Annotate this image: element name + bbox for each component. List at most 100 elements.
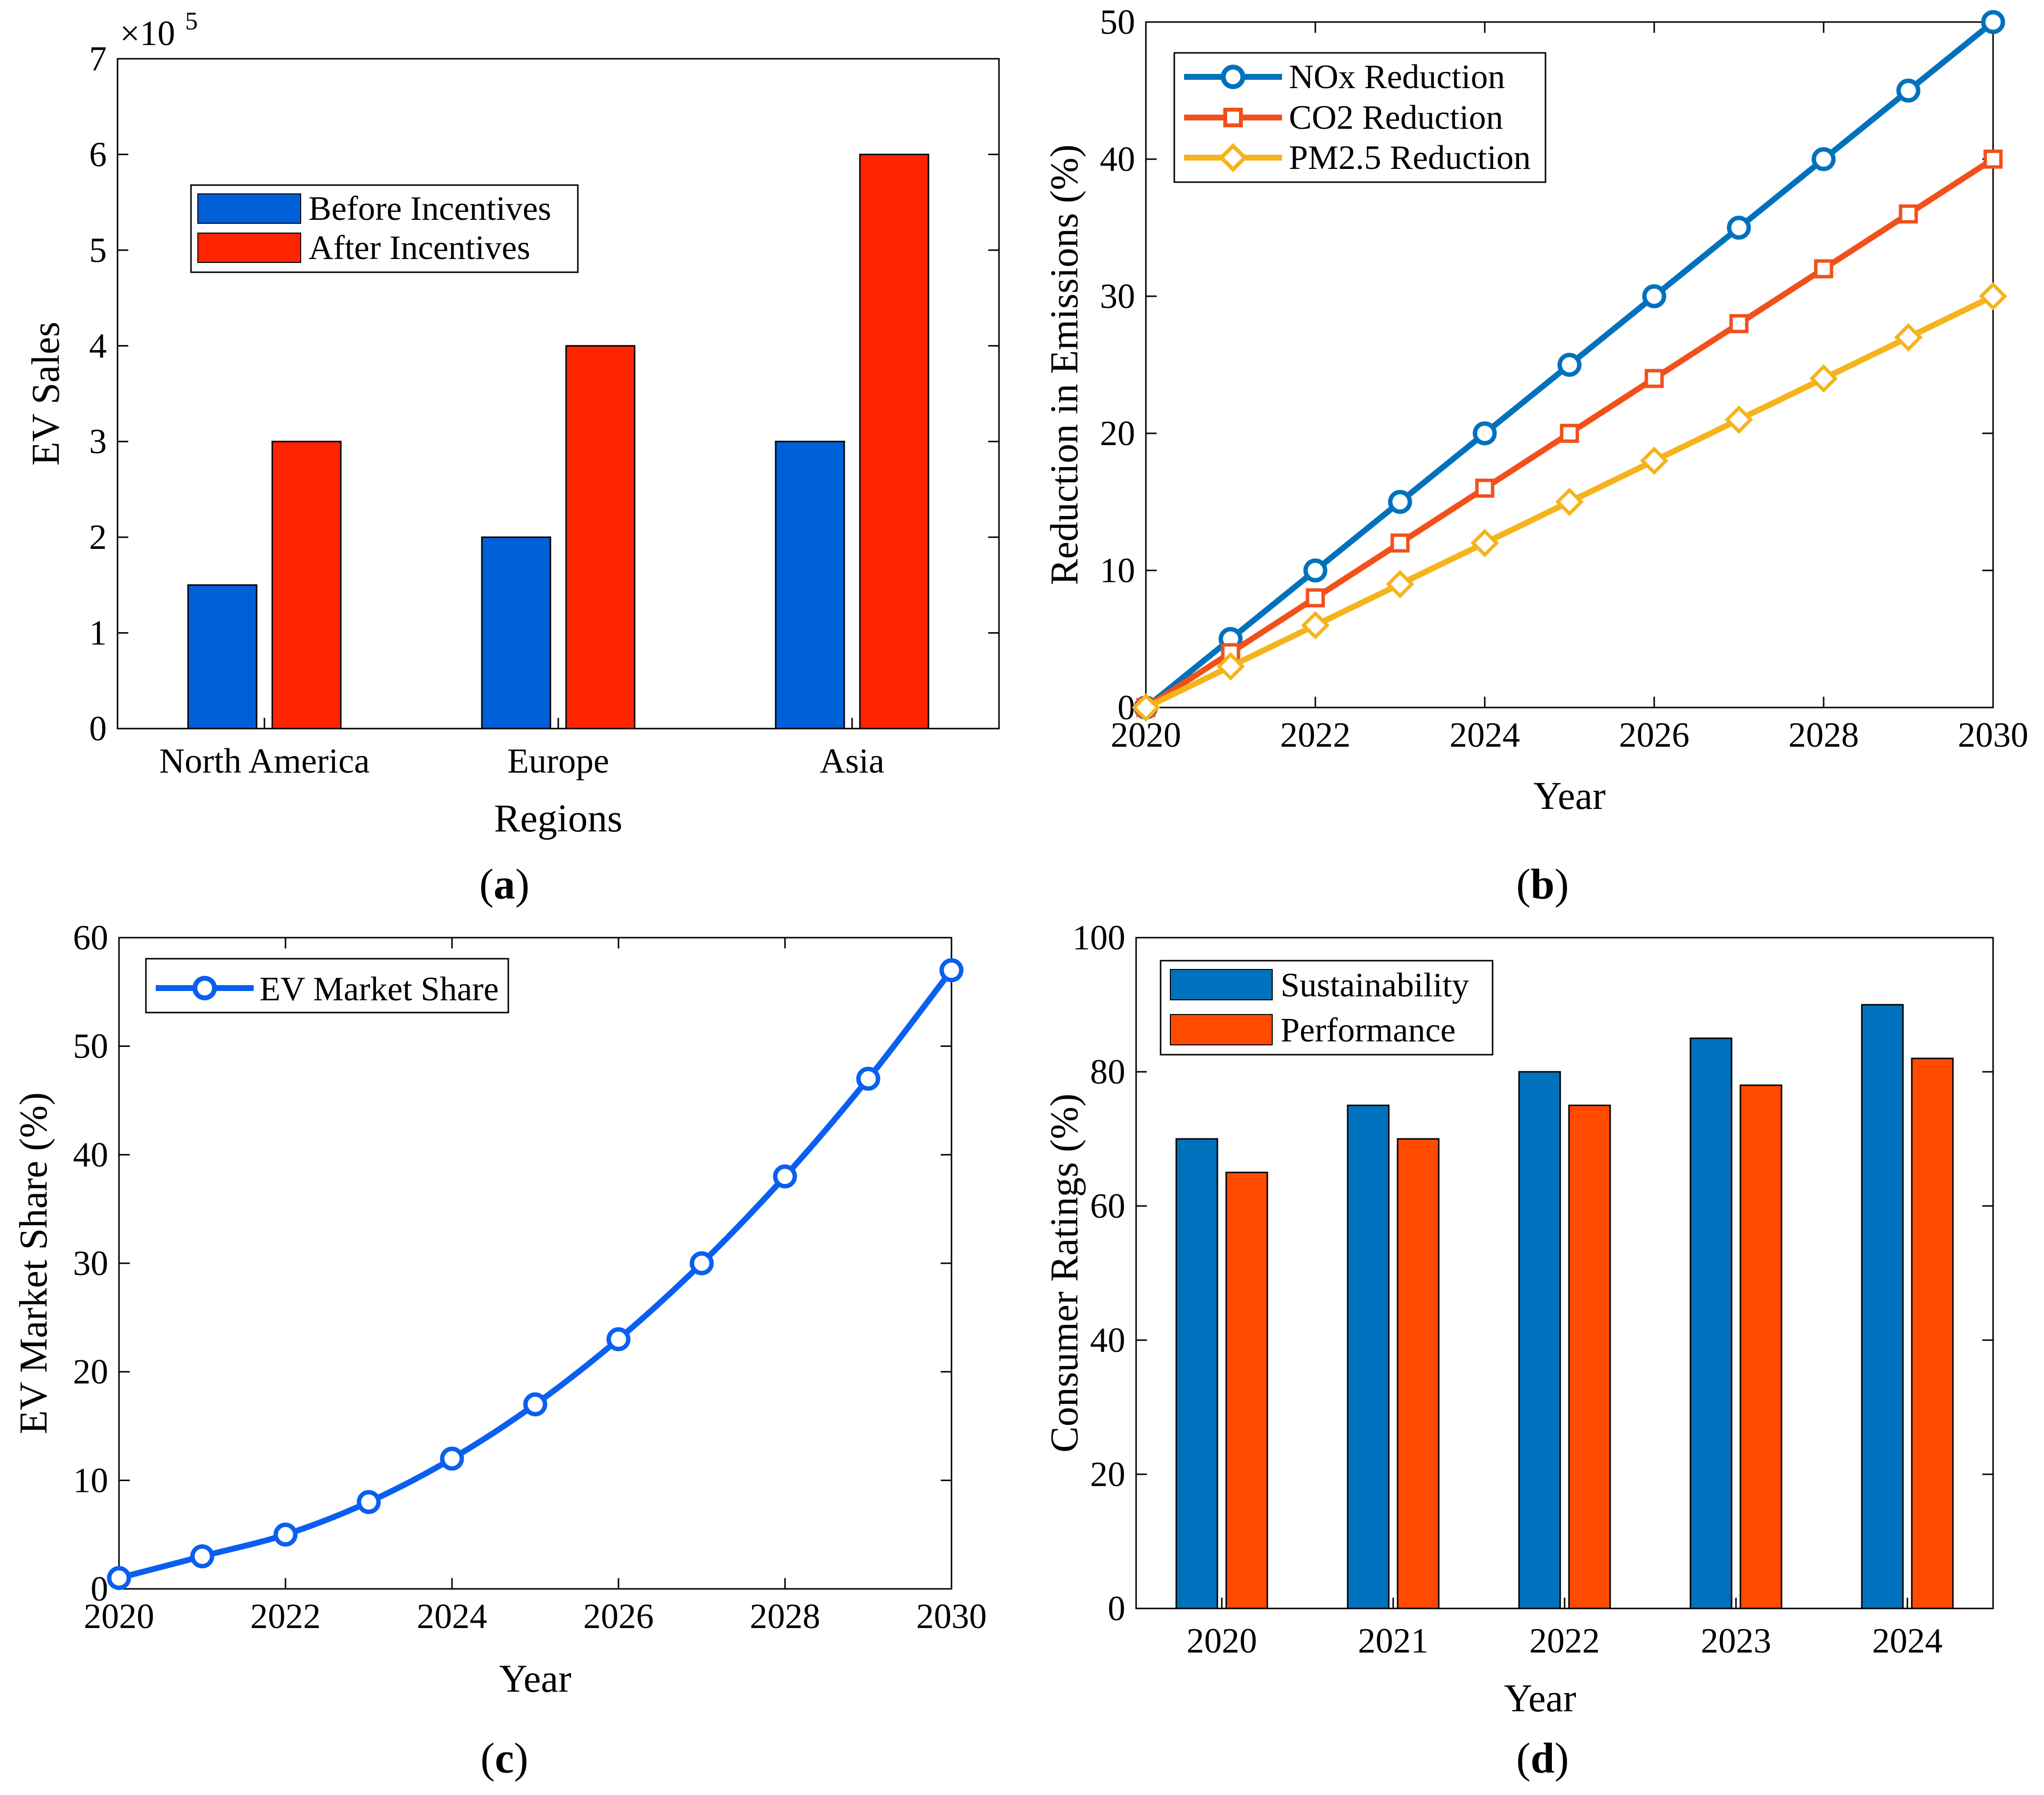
point-pm2-5-reduction-2023 — [1386, 570, 1414, 598]
point-co2-reduction-2029 — [1899, 204, 1918, 224]
panel-a: North America Europe Asia 0 1 2 3 4 5 6 7 ×10 5 EV… — [24, 7, 1000, 908]
panel-c-ytick-label: 50 — [73, 1027, 108, 1066]
point-nox-reduction-2023 — [1388, 490, 1412, 514]
point-ev-market-share-2023 — [357, 1490, 381, 1514]
panel-b-ytick-label: 10 — [1100, 551, 1135, 590]
panel-b-ytick-label: 40 — [1100, 140, 1135, 179]
panel-d-ytick-label: 20 — [1090, 1455, 1125, 1494]
point-co2-reduction-2023 — [1390, 533, 1410, 553]
panel-c-xtick-label: 2022 — [250, 1597, 321, 1636]
legend-label-performance: Performance — [1281, 1012, 1456, 1049]
panel-c-xtick-label: 2020 — [84, 1597, 154, 1636]
panel-c-ytick-label: 0 — [91, 1569, 108, 1608]
panel-d-ytick-label: 0 — [1108, 1589, 1125, 1628]
legend-marker-ev-share — [192, 976, 217, 1000]
point-nox-reduction-2024 — [1473, 421, 1497, 446]
point-co2-reduction-2028 — [1814, 259, 1833, 279]
point-co2-reduction-2030 — [1983, 149, 2003, 169]
point-nox-reduction-2022 — [1303, 558, 1328, 583]
panel-c-ytick-label: 10 — [73, 1461, 108, 1500]
panel-b-xtick-label: 2020 — [1111, 715, 1181, 755]
bar-sustainability-2020 — [1175, 1138, 1218, 1609]
panel-a-ytick-label: 7 — [89, 39, 107, 78]
panel-b-legend: NOx Reduction CO2 Reduction PM2.5 Reduct… — [1173, 52, 1546, 183]
bar-performance-2021 — [1397, 1138, 1440, 1609]
panel-a-xtick-label: North America — [159, 741, 370, 780]
bar-performance-2022 — [1568, 1105, 1611, 1609]
panel-a-legend: Before Incentives After Incentives — [190, 184, 579, 273]
point-nox-reduction-2026 — [1642, 284, 1666, 308]
legend-label-ev-share: EV Market Share — [260, 970, 499, 1008]
point-nox-reduction-2030 — [1981, 10, 2005, 34]
panel-a-scale-base: ×10 — [120, 14, 175, 53]
point-ev-market-share-2021 — [190, 1544, 214, 1568]
panel-d-xtick-label: 2024 — [1872, 1621, 1943, 1660]
panel-b-ytick-label: 30 — [1100, 277, 1135, 316]
point-nox-reduction-2027 — [1727, 215, 1751, 240]
panel-a-xlabel: Regions — [494, 797, 622, 840]
point-ev-market-share-2028 — [773, 1164, 797, 1189]
point-co2-reduction-2024 — [1475, 478, 1495, 498]
panel-c-xtick-label: 2028 — [750, 1597, 820, 1636]
panel-a-ytick-label: 0 — [89, 709, 107, 748]
panel-a-ylabel: EV Sales — [24, 322, 68, 466]
bar-before-incentives-north-america — [187, 584, 258, 730]
point-pm2-5-reduction-2026 — [1640, 447, 1668, 475]
panel-d-xlabel: Year — [1504, 1677, 1576, 1720]
point-nox-reduction-2028 — [1811, 147, 1836, 171]
panel-a-ytick-label: 2 — [89, 518, 107, 557]
bar-sustainability-2023 — [1689, 1038, 1733, 1609]
panel-c-legend: EV Market Share — [145, 958, 509, 1014]
point-ev-market-share-2027 — [689, 1251, 714, 1275]
panel-d: 2020 2021 2022 2023 2024 0 20 40 60 80 100 Consume… — [1043, 918, 1994, 1782]
bar-performance-2024 — [1911, 1058, 1954, 1609]
point-ev-market-share-2025 — [523, 1392, 547, 1417]
panel-c-xtick-label: 2030 — [916, 1597, 987, 1636]
point-co2-reduction-2027 — [1729, 314, 1749, 333]
panel-d-xtick-label: 2023 — [1701, 1621, 1771, 1660]
point-pm2-5-reduction-2024 — [1471, 529, 1499, 557]
bar-sustainability-2024 — [1861, 1004, 1904, 1609]
point-pm2-5-reduction-2030 — [1979, 282, 2007, 310]
panel-c-ytick-label: 20 — [73, 1352, 108, 1392]
point-co2-reduction-2026 — [1644, 369, 1664, 388]
point-nox-reduction-2029 — [1896, 78, 1921, 103]
panel-b-caption: (b) — [1516, 861, 1569, 908]
panel-d-ytick-label: 80 — [1090, 1052, 1125, 1091]
point-pm2-5-reduction-2027 — [1725, 405, 1753, 434]
panel-b-xtick-label: 2030 — [1958, 715, 2028, 755]
panel-a-ytick-label: 5 — [89, 231, 107, 270]
legend-swatch-sustainability — [1170, 969, 1273, 1000]
legend-label-before-incentives: Before Incentives — [309, 190, 551, 228]
panel-c-ytick-label: 60 — [73, 918, 108, 957]
legend-marker-co2 — [1223, 108, 1243, 127]
point-ev-market-share-2026 — [606, 1327, 631, 1351]
panel-c-ylabel: EV Market Share (%) — [12, 1092, 55, 1434]
point-pm2-5-reduction-2022 — [1301, 611, 1330, 639]
bar-performance-2023 — [1739, 1084, 1783, 1609]
legend-label-co2: CO2 Reduction — [1289, 99, 1503, 137]
panel-b-xtick-label: 2028 — [1788, 715, 1859, 755]
panel-d-xtick-label: 2020 — [1187, 1621, 1257, 1660]
bar-performance-2020 — [1225, 1172, 1268, 1609]
panel-b-xlabel: Year — [1533, 775, 1605, 818]
point-ev-market-share-2020 — [107, 1566, 131, 1590]
point-pm2-5-reduction-2020 — [1132, 693, 1160, 722]
panel-d-xtick-label: 2021 — [1358, 1621, 1428, 1660]
bar-before-incentives-europe — [481, 536, 551, 730]
panel-c-ytick-label: 40 — [73, 1135, 108, 1174]
panel-b-ytick-label: 20 — [1100, 414, 1135, 453]
panel-a-ytick-label: 6 — [89, 135, 107, 174]
legend-swatch-after-incentives — [197, 233, 301, 263]
panel-d-ylabel: Consumer Ratings (%) — [1043, 1093, 1086, 1452]
panel-b-ytick-label: 50 — [1100, 2, 1135, 42]
point-ev-market-share-2030 — [939, 958, 964, 982]
panel-d-ytick-label: 100 — [1072, 918, 1125, 957]
panel-a-xtick-label: Asia — [820, 741, 884, 780]
panel-a-scale-label: ×10 5 — [120, 7, 198, 53]
bar-sustainability-2022 — [1518, 1071, 1561, 1609]
panel-b-xtick-label: 2022 — [1280, 715, 1351, 755]
legend-label-sustainability: Sustainability — [1281, 967, 1469, 1004]
